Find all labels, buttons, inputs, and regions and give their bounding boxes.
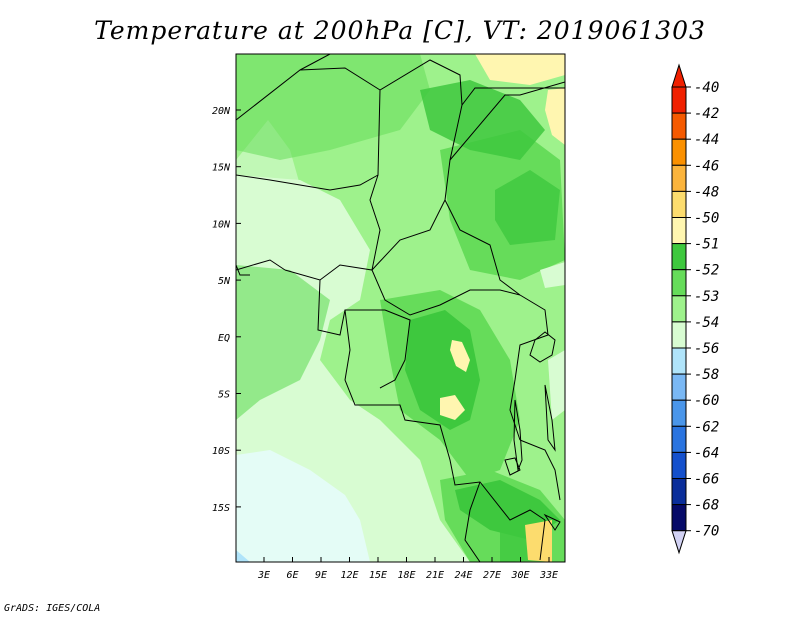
colorbar-bottom-arrow <box>671 530 687 555</box>
colorbar-label: -50 <box>694 211 719 227</box>
colorbar-label: -60 <box>694 393 719 409</box>
colorbar-swatch <box>671 164 687 192</box>
colorbar-swatch <box>671 86 687 114</box>
colorbar-label: -53 <box>694 289 719 305</box>
colorbar-top-arrow <box>671 63 687 88</box>
colorbar-label: -54 <box>694 315 719 331</box>
lon-label: 3E <box>257 570 270 581</box>
colorbar-label: -51 <box>694 237 719 253</box>
lat-label: 10S <box>212 446 230 457</box>
colorbar-label: -58 <box>694 367 719 383</box>
colorbar-swatch <box>671 295 687 323</box>
colorbar-label: -44 <box>694 132 719 148</box>
temperature-field <box>236 54 565 562</box>
lon-label: 24E <box>454 570 472 581</box>
map-title: Temperature at 200hPa [C], VT: 201906130… <box>94 16 706 45</box>
credit-text: GrADS: IGES/COLA <box>4 603 101 614</box>
colorbar-swatch <box>671 425 687 453</box>
lon-label: 27E <box>483 570 501 581</box>
colorbar-label: -40 <box>694 80 719 96</box>
lat-label: 15N <box>212 163 231 174</box>
lat-label: 5N <box>218 276 231 287</box>
lon-label: 6E <box>286 570 298 581</box>
lat-label: 10N <box>212 219 231 230</box>
colorbar-swatch <box>671 217 687 245</box>
colorbar-swatch <box>671 373 687 401</box>
colorbar-label: -64 <box>694 445 719 461</box>
colorbar-label: -68 <box>694 498 719 514</box>
colorbar-swatch <box>671 504 687 532</box>
colorbar-label: -70 <box>694 524 719 540</box>
colorbar-swatch <box>671 321 687 349</box>
colorbar-swatch <box>671 347 687 375</box>
colorbar-label: -66 <box>694 472 719 488</box>
lon-label: 33E <box>539 570 558 581</box>
latitude-axis: 20N 15N 10N 5N EQ 5S 10S 15S <box>212 106 241 514</box>
colorbar: -40 -42 -44 -46 -48 -50 -51 -52 -53 -54 -56 -58 -60 -… <box>671 63 719 555</box>
colorbar-label: -56 <box>694 341 719 357</box>
colorbar-swatch <box>671 190 687 218</box>
colorbar-swatch <box>671 451 687 479</box>
lon-label: 12E <box>340 570 358 581</box>
colorbar-swatch <box>671 399 687 427</box>
lake-outlines <box>504 331 561 531</box>
lat-label: 5S <box>218 390 230 401</box>
colorbar-swatch <box>671 112 687 140</box>
lon-label: 18E <box>397 570 415 581</box>
longitude-axis: 3E 6E 9E 12E 15E 18E 21E 24E 27E 30E 33E <box>257 557 558 581</box>
country-boundaries <box>236 54 565 562</box>
colorbar-label: -42 <box>694 106 719 122</box>
map-frame <box>235 53 566 563</box>
lat-label: 20N <box>212 106 231 117</box>
colorbar-label: -62 <box>694 419 719 435</box>
colorbar-swatch <box>671 478 687 506</box>
lon-label: 30E <box>510 570 529 581</box>
colorbar-label: -46 <box>694 158 719 174</box>
lon-label: 15E <box>369 570 387 581</box>
lat-label: EQ <box>218 333 230 344</box>
lon-label: 21E <box>426 570 444 581</box>
colorbar-swatch <box>671 138 687 166</box>
lon-label: 9E <box>315 570 327 581</box>
colorbar-label: -48 <box>694 184 719 200</box>
lat-label: 15S <box>212 503 230 514</box>
colorbar-swatch <box>671 269 687 297</box>
colorbar-swatch <box>671 243 687 271</box>
colorbar-label: -52 <box>694 263 719 279</box>
